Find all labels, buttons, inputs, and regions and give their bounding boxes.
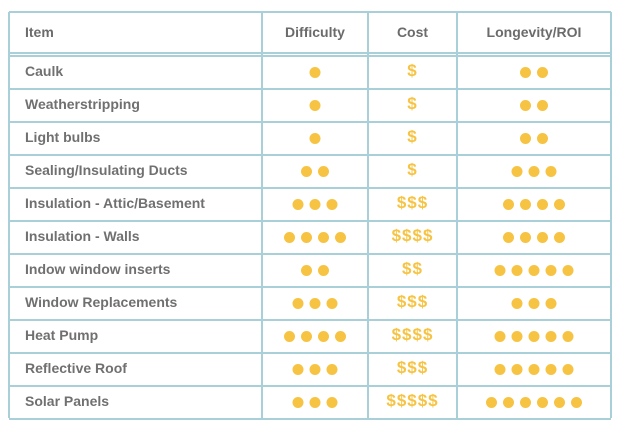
rating-dot: [511, 364, 523, 375]
rating-dot: [326, 364, 338, 375]
rating-dot: [309, 67, 321, 78]
header-cell: Longevity/ROI: [487, 24, 582, 40]
item-cell: Insulation - Attic/Basement: [25, 195, 205, 211]
rating-dot: [326, 397, 338, 408]
rating-dot: [554, 199, 565, 210]
rating-dot: [309, 397, 321, 408]
rating-dot: [528, 265, 540, 276]
rating-dot: [562, 331, 574, 342]
rating-dot: [309, 298, 321, 309]
rating-dot: [562, 364, 574, 375]
rating-dot: [537, 199, 548, 210]
header-cell: Item: [25, 24, 54, 40]
item-cell: Light bulbs: [25, 129, 101, 145]
rating-dot: [545, 166, 557, 177]
rating-dot: [318, 166, 329, 177]
rating-dot: [537, 133, 548, 144]
item-cell: Window Replacements: [25, 294, 178, 310]
rating-dot: [301, 265, 312, 276]
rating-dot: [571, 397, 582, 408]
rating-dot: [503, 232, 514, 243]
item-cell: Weatherstripping: [25, 96, 140, 112]
rating-dot: [494, 331, 506, 342]
rating-dot: [511, 166, 523, 177]
rating-dot: [511, 298, 523, 309]
rating-dot: [292, 364, 304, 375]
cost-cell: $$$$: [392, 226, 434, 245]
rating-dot: [503, 199, 514, 210]
cost-cell: $: [407, 160, 417, 179]
rating-dot: [537, 232, 548, 243]
rating-dot: [292, 199, 304, 210]
rating-dot: [494, 364, 506, 375]
rating-dot: [520, 397, 531, 408]
cost-cell: $$$$: [392, 325, 434, 344]
rating-dot: [520, 67, 531, 78]
rating-dot: [486, 397, 497, 408]
cost-cell: $$$: [397, 292, 428, 311]
rating-dot: [494, 265, 506, 276]
item-cell: Sealing/Insulating Ducts: [25, 162, 188, 178]
rating-dot: [335, 331, 346, 342]
rating-dot: [301, 331, 312, 342]
rating-dot: [301, 166, 312, 177]
rating-dot: [309, 364, 321, 375]
rating-dot: [545, 298, 557, 309]
rating-dot: [309, 133, 321, 144]
rating-dot: [528, 331, 540, 342]
rating-dot: [511, 265, 523, 276]
rating-dot: [537, 67, 548, 78]
rating-dot: [554, 232, 565, 243]
rating-dot: [562, 265, 574, 276]
header-cell: Difficulty: [285, 24, 345, 40]
rating-dot: [309, 100, 321, 111]
cost-cell: $: [407, 61, 417, 80]
rating-dot: [326, 298, 338, 309]
rating-dot: [318, 331, 329, 342]
item-cell: Heat Pump: [25, 327, 98, 343]
rating-dot: [335, 232, 346, 243]
cost-cell: $$$: [397, 358, 428, 377]
cost-cell: $: [407, 94, 417, 113]
rating-dot: [292, 298, 304, 309]
rating-dot: [511, 331, 523, 342]
item-cell: Insulation - Walls: [25, 228, 140, 244]
item-cell: Solar Panels: [25, 393, 109, 409]
cost-cell: $: [407, 127, 417, 146]
rating-dot: [284, 232, 295, 243]
rating-dot: [520, 232, 531, 243]
rating-dot: [520, 199, 531, 210]
rating-dot: [528, 298, 540, 309]
cost-cell: $$$$$: [386, 391, 438, 410]
item-cell: Reflective Roof: [25, 360, 127, 376]
rating-dot: [545, 265, 557, 276]
item-cell: Caulk: [25, 63, 63, 79]
cost-cell: $$: [402, 259, 423, 278]
rating-dot: [528, 364, 540, 375]
rating-dot: [554, 397, 565, 408]
header-cell: Cost: [397, 24, 428, 40]
rating-dot: [318, 265, 329, 276]
rating-dot: [520, 133, 531, 144]
rating-dot: [326, 199, 338, 210]
rating-dot: [545, 331, 557, 342]
rating-dot: [537, 100, 548, 111]
rating-dot: [503, 397, 514, 408]
rating-dot: [318, 232, 329, 243]
rating-dot: [545, 364, 557, 375]
rating-dot: [309, 199, 321, 210]
rating-dot: [301, 232, 312, 243]
cost-cell: $$$: [397, 193, 428, 212]
rating-dot: [520, 100, 531, 111]
rating-dot: [292, 397, 304, 408]
item-cell: Indow window inserts: [25, 261, 171, 277]
rating-dot: [537, 397, 548, 408]
rating-dot: [528, 166, 540, 177]
rating-dot: [284, 331, 295, 342]
